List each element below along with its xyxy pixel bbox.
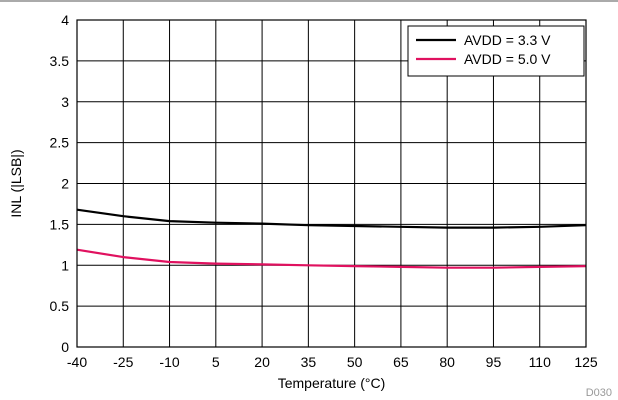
legend-label: AVDD = 3.3 V	[464, 32, 551, 48]
legend: AVDD = 3.3 V AVDD = 5.0 V	[407, 25, 585, 77]
plot-frame	[76, 19, 587, 348]
x-tick-label: 5	[212, 354, 220, 370]
y-tick-label: 1	[61, 257, 69, 273]
x-tick-labels: -40 -25 -10 5 20 35 50 65 80 95 110 125	[67, 354, 598, 370]
x-tick-label: 95	[486, 354, 502, 370]
x-tick-label: 65	[393, 354, 409, 370]
x-tick-label: -40	[67, 354, 87, 370]
x-tick-label: 125	[574, 354, 598, 370]
x-tick-label: 50	[347, 354, 363, 370]
x-tick-label: -10	[159, 354, 179, 370]
series-line-2	[76, 248, 587, 269]
x-tick-label: 35	[301, 354, 317, 370]
series-group	[76, 208, 587, 269]
series-line-1	[76, 208, 587, 229]
legend-box	[407, 25, 585, 77]
x-tick-label: 80	[439, 354, 455, 370]
y-tick-label: 0.5	[50, 298, 70, 314]
x-axis-label: Temperature (°C)	[278, 375, 386, 391]
x-tick-label: 110	[529, 354, 552, 370]
y-tick-labels: 0 0.5 1 1.5 2 2.5 3 3.5 4	[50, 12, 70, 355]
y-tick-label: 3.5	[50, 53, 70, 69]
y-tick-label: 4	[61, 12, 69, 28]
x-tick-label: -25	[113, 354, 133, 370]
y-tick-label: 3	[61, 94, 69, 110]
y-tick-label: 2	[61, 176, 69, 192]
x-tick-label: 20	[254, 354, 270, 370]
legend-label: AVDD = 5.0 V	[464, 51, 551, 67]
y-tick-label: 2.5	[50, 135, 70, 151]
y-tick-label: 1.5	[50, 216, 70, 232]
y-axis-label: INL (|LSB|)	[8, 149, 24, 217]
figure-id: D030	[586, 387, 612, 399]
y-tick-label: 0	[61, 339, 69, 355]
